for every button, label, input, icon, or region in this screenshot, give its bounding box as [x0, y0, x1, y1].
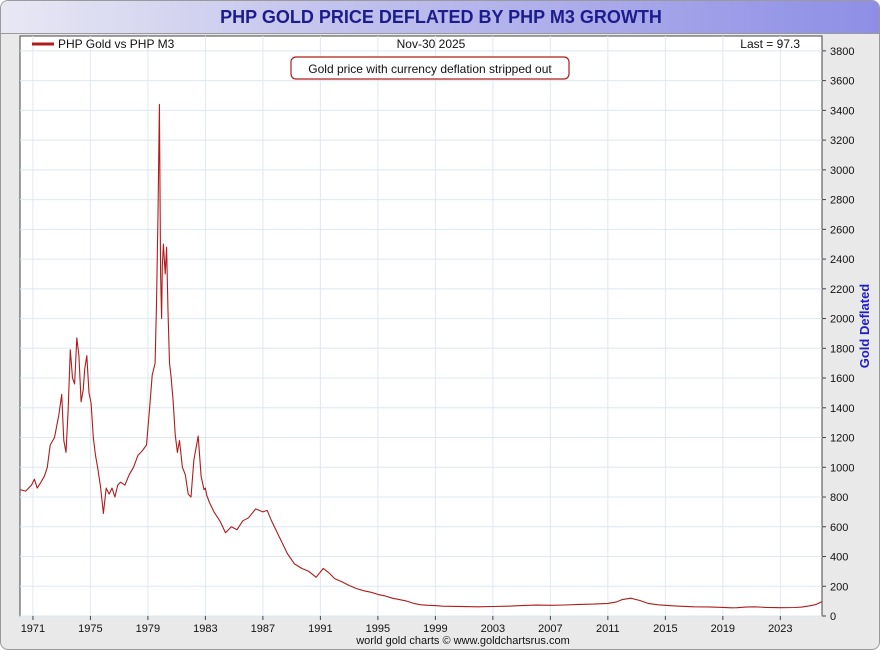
x-tick-label: 1991 — [308, 623, 332, 635]
grid-lines — [20, 36, 822, 617]
y-axis-ticks: 0 200 400 600 800 1000 1200 1400 1600 1800 2000 220… — [822, 46, 854, 623]
y-tick-label: 3400 — [830, 105, 854, 117]
y-tick-label: 2800 — [830, 195, 854, 207]
x-tick-label: 2015 — [653, 623, 677, 635]
y-tick-label: 2200 — [830, 284, 854, 296]
legend-label: PHP Gold vs PHP M3 — [58, 37, 175, 51]
y-tick-label: 800 — [830, 492, 848, 504]
annotation-text: Gold price with currency deflation strip… — [308, 62, 552, 76]
x-tick-label: 1995 — [366, 623, 390, 635]
x-tick-label: 1983 — [193, 623, 217, 635]
y-tick-label: 2400 — [830, 254, 854, 266]
y-tick-label: 3800 — [830, 46, 854, 58]
y-tick-label: 3600 — [830, 76, 854, 88]
y-tick-label: 1000 — [830, 462, 854, 474]
y-tick-label: 2600 — [830, 224, 854, 236]
x-tick-label: 2023 — [768, 623, 792, 635]
y-tick-label: 0 — [830, 611, 836, 623]
y-tick-label: 3200 — [830, 135, 854, 147]
last-value-label: Last = 97.3 — [740, 37, 800, 51]
y-axis-label: Gold Deflated — [857, 284, 872, 369]
plot-area — [19, 35, 823, 617]
y-tick-label: 200 — [830, 581, 848, 593]
y-tick-label: 3000 — [830, 165, 854, 177]
x-tick-label: 1987 — [251, 623, 275, 635]
annotation-box — [290, 56, 570, 80]
y-tick-label: 1200 — [830, 433, 854, 445]
y-tick-label: 1400 — [830, 403, 854, 415]
x-tick-label: 1999 — [423, 623, 447, 635]
date-label: Nov-30 2025 — [397, 37, 466, 51]
y-tick-label: 2000 — [830, 314, 854, 326]
y-tick-label: 600 — [830, 522, 848, 534]
title-bar: PHP GOLD PRICE DEFLATED BY PHP M3 GROWTH — [1, 1, 879, 34]
chart-title: PHP GOLD PRICE DEFLATED BY PHP M3 GROWTH — [220, 7, 662, 27]
y-tick-label: 1800 — [830, 343, 854, 355]
x-tick-label: 2019 — [711, 623, 735, 635]
series-group — [19, 103, 823, 609]
x-tick-label: 2011 — [596, 623, 620, 635]
y-tick-label: 400 — [830, 552, 848, 564]
x-tick-label: 2007 — [538, 623, 562, 635]
x-tick-label: 1979 — [136, 623, 160, 635]
series-line — [19, 103, 823, 609]
x-tick-label: 2003 — [481, 623, 505, 635]
x-tick-label: 1975 — [78, 623, 102, 635]
y-tick-label: 1600 — [830, 373, 854, 385]
x-axis-ticks: 1971 1975 1979 1983 1987 1991 1995 1999 2003 2007… — [21, 616, 793, 635]
x-tick-label: 1971 — [21, 623, 45, 635]
footer-credit: world gold charts © www.goldchartsrus.co… — [355, 635, 570, 647]
